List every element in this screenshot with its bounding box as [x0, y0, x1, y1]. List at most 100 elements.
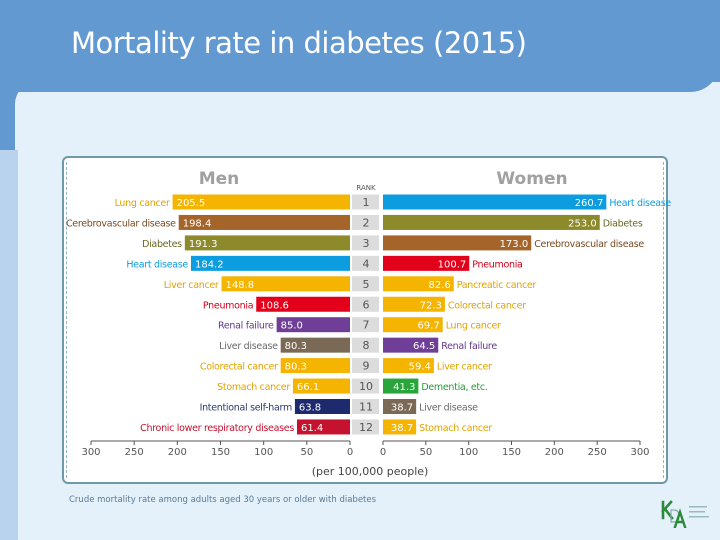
category-label-men: Diabetes	[142, 239, 182, 250]
rank-box	[352, 214, 379, 230]
tick-label-men: 100	[254, 447, 273, 458]
bar-women	[383, 276, 454, 292]
rank-label: 11	[359, 401, 373, 414]
bar-men	[172, 194, 350, 210]
rank-box	[352, 337, 379, 353]
category-label-women: Liver cancer	[437, 362, 492, 373]
category-label-women: Heart disease	[609, 198, 671, 209]
tick-label-men: 250	[125, 447, 144, 458]
rank-label: 12	[359, 421, 373, 434]
value-label-women: 41.3	[393, 382, 415, 393]
category-label-women: Dementia, etc.	[421, 382, 487, 393]
rank-box	[352, 378, 379, 394]
category-label-women: Renal failure	[441, 341, 497, 352]
bar-men	[178, 214, 350, 230]
value-label-women: 72.3	[420, 300, 442, 311]
bar-women	[383, 235, 532, 251]
tick-label-women: 50	[419, 447, 432, 458]
tick-label-women: 100	[459, 447, 478, 458]
tick-label-men: 0	[347, 447, 353, 458]
category-label-women: Diabetes	[603, 218, 643, 229]
category-label-men: Pneumonia	[203, 300, 253, 311]
value-label-women: 100.7	[438, 259, 467, 270]
panel-title-men: Men	[199, 169, 240, 189]
value-label-men: 63.8	[299, 403, 321, 414]
value-label-women: 69.7	[417, 321, 439, 332]
panel-title-women: Women	[496, 169, 567, 189]
page-title: Mortality rate in diabetes (2015)	[71, 26, 527, 60]
bar-women	[383, 296, 445, 312]
category-label-men: Cerebrovascular disease	[66, 218, 176, 229]
bar-men	[221, 276, 350, 292]
value-label-women: 59.4	[409, 362, 431, 373]
category-label-women: Liver disease	[419, 403, 478, 414]
value-label-men: 85.0	[281, 321, 303, 332]
value-label-women: 82.6	[428, 280, 450, 291]
category-label-women: Lung cancer	[446, 321, 501, 332]
bar-women	[383, 214, 600, 230]
rank-box	[352, 399, 379, 414]
value-label-men: 184.2	[195, 259, 224, 270]
rank-box	[352, 296, 379, 312]
header-band	[0, 0, 720, 92]
value-label-men: 61.4	[301, 423, 323, 434]
category-label-women: Stomach cancer	[419, 423, 492, 434]
category-label-men: Heart disease	[126, 259, 188, 270]
category-label-men: Intentional self-harm	[200, 403, 292, 414]
rank-label: 4	[363, 257, 370, 270]
bar-men	[294, 399, 350, 414]
bar-women	[383, 337, 439, 353]
bar-women	[383, 378, 419, 394]
value-label-men: 198.4	[183, 218, 212, 229]
category-label-men: Liver cancer	[164, 280, 219, 291]
rank-box	[352, 235, 379, 251]
tick-label-women: 200	[545, 447, 564, 458]
rank-box	[352, 419, 379, 435]
tick-label-men: 200	[168, 447, 187, 458]
bar-men	[292, 378, 350, 394]
category-label-men: Chronic lower respiratory diseases	[140, 423, 294, 434]
value-label-men: 191.3	[189, 239, 218, 250]
rank-box	[352, 194, 379, 210]
bar-men	[276, 317, 350, 333]
tick-label-men: 150	[211, 447, 230, 458]
bar-men	[256, 296, 350, 312]
rank-label: 1	[363, 196, 370, 209]
rank-box	[352, 255, 379, 271]
rank-box	[352, 358, 379, 374]
category-label-women: Pneumonia	[472, 259, 522, 270]
bar-women	[383, 255, 470, 271]
value-label-men: 148.8	[226, 280, 255, 291]
rank-label: 9	[363, 360, 370, 373]
value-label-men: 66.1	[297, 382, 319, 393]
rank-box	[352, 317, 379, 333]
rank-label: 6	[363, 298, 370, 311]
tick-label-women: 300	[630, 447, 649, 458]
category-label-women: Colorectal cancer	[448, 300, 526, 311]
category-label-men: Colorectal cancer	[200, 362, 278, 373]
bar-women	[383, 194, 607, 210]
bar-women	[383, 419, 417, 435]
chart-caption: Crude mortality rate among adults aged 3…	[69, 495, 377, 505]
category-label-women: Pancreatic cancer	[457, 280, 537, 291]
rank-label: 8	[363, 339, 370, 352]
unit-label: (per 100,000 people)	[312, 465, 429, 478]
rank-label: 5	[363, 278, 370, 291]
category-label-women: Cerebrovascular disease	[534, 239, 644, 250]
rank-label: 2	[363, 216, 370, 229]
tick-label-women: 0	[380, 447, 386, 458]
value-label-women: 38.7	[391, 403, 413, 414]
value-label-women: 64.5	[413, 341, 435, 352]
value-label-men: 205.5	[177, 198, 206, 209]
category-label-men: Renal failure	[218, 321, 274, 332]
bar-men	[184, 235, 350, 251]
tick-label-men: 50	[300, 447, 313, 458]
category-label-men: Stomach cancer	[217, 382, 290, 393]
value-label-women: 253.0	[568, 218, 597, 229]
value-label-men: 108.6	[260, 300, 289, 311]
category-label-men: Liver disease	[219, 341, 278, 352]
rank-label: 10	[359, 380, 373, 393]
bar-men	[190, 255, 350, 271]
value-label-men: 80.3	[285, 362, 307, 373]
